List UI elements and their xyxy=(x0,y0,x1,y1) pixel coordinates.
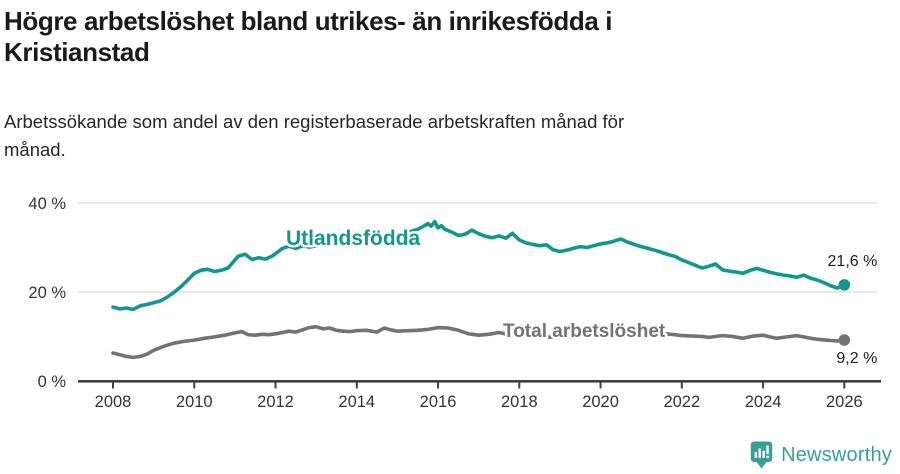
x-axis-tick-label: 2008 xyxy=(95,393,132,411)
x-axis-tick-label: 2010 xyxy=(176,393,213,411)
y-axis-tick-label: 40 % xyxy=(28,195,66,213)
page-title: Högre arbetslöshet bland utrikes- än inr… xyxy=(4,6,884,68)
x-axis-tick-label: 2012 xyxy=(257,393,294,411)
series-label-0: Utlandsfödda xyxy=(286,227,420,250)
x-axis-tick-label: 2020 xyxy=(582,393,619,411)
x-axis-tick-label: 2026 xyxy=(826,393,863,411)
subtitle-line-1: Arbetssökande som andel av den registerb… xyxy=(4,111,625,132)
series-label-1: Total arbetslöshet xyxy=(503,321,666,342)
series-end-dot-0 xyxy=(838,279,851,291)
x-axis-tick-label: 2018 xyxy=(501,393,538,411)
y-axis-tick-label: 0 % xyxy=(38,373,67,391)
series-line-1 xyxy=(111,324,847,360)
title-line-1: Högre arbetslöshet bland utrikes- än inr… xyxy=(4,6,613,36)
series-end-dot-1 xyxy=(838,334,851,346)
chart-subtitle: Arbetssökande som andel av den registerb… xyxy=(4,108,884,164)
y-axis-tick-label: 20 % xyxy=(28,284,66,302)
x-axis-tick-label: 2016 xyxy=(420,393,457,411)
value-annotation-0: 21,6 % xyxy=(828,253,878,270)
newsworthy-logo-text: Newsworthy xyxy=(781,443,892,466)
subtitle-line-2: månad. xyxy=(4,139,66,160)
x-axis-tick-label: 2024 xyxy=(745,393,782,411)
series-line-0 xyxy=(111,219,847,312)
title-line-2: Kristianstad xyxy=(4,37,150,67)
newsworthy-pin-bar-chart-icon xyxy=(750,441,773,469)
chart-header: Högre arbetslöshet bland utrikes- än inr… xyxy=(4,6,884,164)
x-axis-tick-label: 2014 xyxy=(338,393,375,411)
newsworthy-logo: Newsworthy xyxy=(750,441,892,469)
value-annotation-1: 9,2 % xyxy=(836,350,877,367)
x-axis-tick-label: 2022 xyxy=(663,393,700,411)
